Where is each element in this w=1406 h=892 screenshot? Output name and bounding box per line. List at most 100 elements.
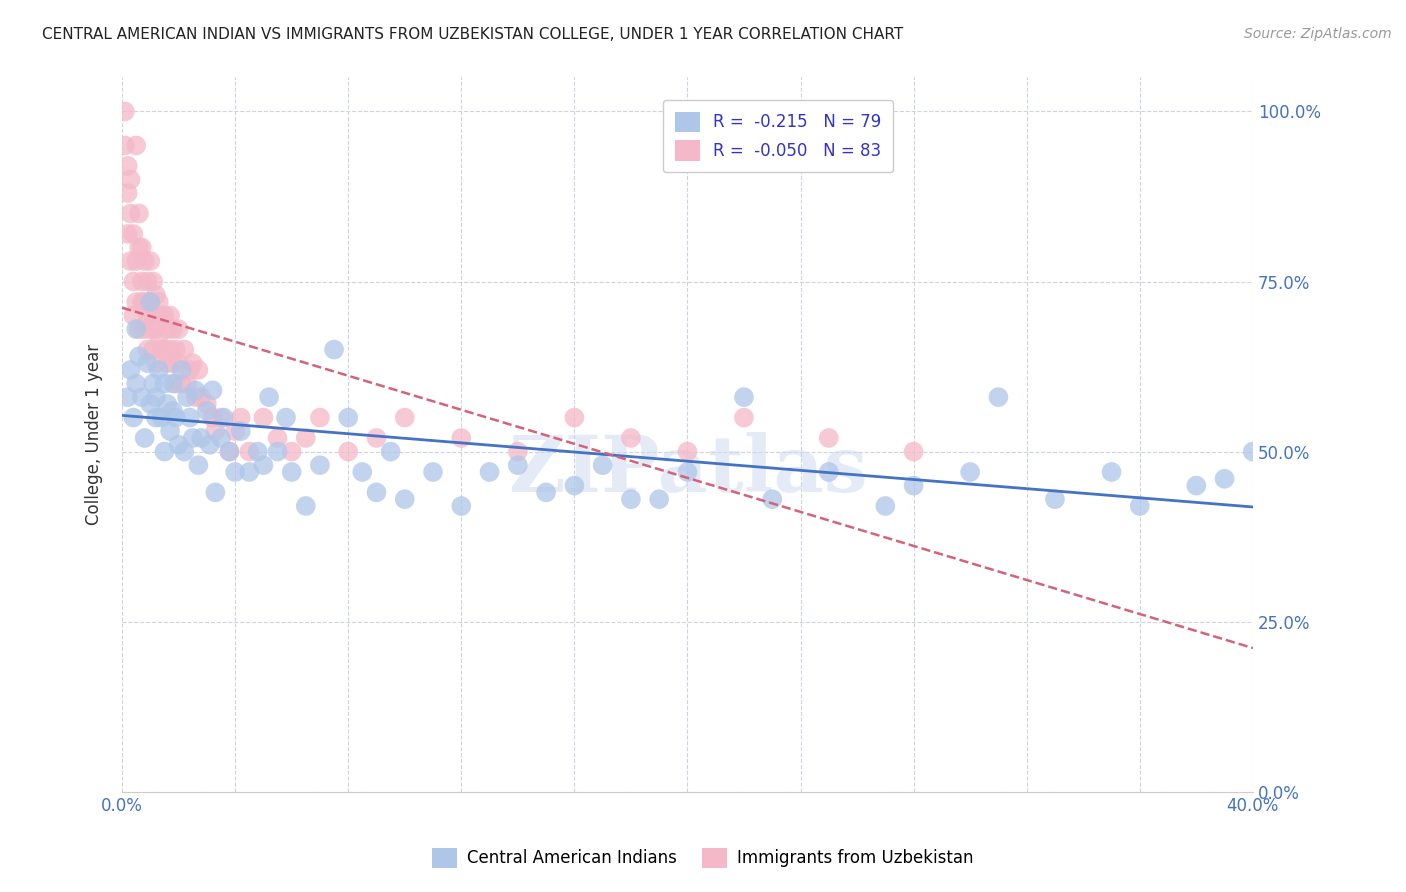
Point	[252, 458, 274, 473]
Point	[136, 275, 159, 289]
Point	[620, 431, 643, 445]
Point	[139, 254, 162, 268]
Point	[394, 410, 416, 425]
Point	[153, 309, 176, 323]
Point	[184, 384, 207, 398]
Legend: Central American Indians, Immigrants from Uzbekistan: Central American Indians, Immigrants fro…	[426, 841, 980, 875]
Point	[125, 294, 148, 309]
Point	[128, 206, 150, 220]
Point	[159, 343, 181, 357]
Point	[309, 410, 332, 425]
Point	[148, 329, 170, 343]
Point	[167, 322, 190, 336]
Point	[209, 410, 232, 425]
Point	[238, 465, 260, 479]
Point	[120, 254, 142, 268]
Point	[153, 343, 176, 357]
Point	[422, 465, 444, 479]
Point	[198, 438, 221, 452]
Point	[167, 356, 190, 370]
Point	[136, 356, 159, 370]
Point	[142, 275, 165, 289]
Point	[162, 376, 184, 391]
Point	[150, 410, 173, 425]
Point	[131, 275, 153, 289]
Point	[190, 390, 212, 404]
Point	[1241, 444, 1264, 458]
Point	[184, 390, 207, 404]
Point	[148, 294, 170, 309]
Point	[145, 356, 167, 370]
Point	[170, 376, 193, 391]
Point	[122, 309, 145, 323]
Point	[218, 444, 240, 458]
Point	[165, 376, 187, 391]
Point	[159, 424, 181, 438]
Point	[323, 343, 346, 357]
Point	[156, 322, 179, 336]
Point	[204, 424, 226, 438]
Point	[534, 485, 557, 500]
Point	[131, 240, 153, 254]
Point	[176, 390, 198, 404]
Point	[280, 465, 302, 479]
Point	[136, 309, 159, 323]
Point	[139, 397, 162, 411]
Point	[620, 492, 643, 507]
Point	[156, 397, 179, 411]
Point	[165, 343, 187, 357]
Point	[145, 410, 167, 425]
Point	[817, 431, 839, 445]
Point	[187, 458, 209, 473]
Point	[366, 485, 388, 500]
Point	[176, 376, 198, 391]
Point	[190, 431, 212, 445]
Point	[266, 431, 288, 445]
Legend: R =  -0.215   N = 79, R =  -0.050   N = 83: R = -0.215 N = 79, R = -0.050 N = 83	[664, 100, 893, 172]
Point	[280, 444, 302, 458]
Point	[450, 431, 472, 445]
Point	[120, 363, 142, 377]
Point	[238, 444, 260, 458]
Point	[125, 254, 148, 268]
Point	[394, 492, 416, 507]
Point	[676, 444, 699, 458]
Point	[134, 294, 156, 309]
Point	[122, 410, 145, 425]
Point	[380, 444, 402, 458]
Point	[114, 104, 136, 119]
Point	[167, 438, 190, 452]
Point	[903, 478, 925, 492]
Point	[122, 275, 145, 289]
Point	[204, 485, 226, 500]
Point	[170, 363, 193, 377]
Point	[224, 465, 246, 479]
Point	[274, 410, 297, 425]
Point	[117, 159, 139, 173]
Point	[142, 376, 165, 391]
Y-axis label: College, Under 1 year: College, Under 1 year	[86, 344, 103, 525]
Point	[817, 465, 839, 479]
Point	[153, 444, 176, 458]
Point	[257, 390, 280, 404]
Point	[195, 403, 218, 417]
Point	[506, 458, 529, 473]
Point	[201, 410, 224, 425]
Point	[159, 309, 181, 323]
Point	[209, 431, 232, 445]
Point	[162, 356, 184, 370]
Point	[125, 138, 148, 153]
Point	[294, 431, 316, 445]
Point	[134, 254, 156, 268]
Point	[153, 376, 176, 391]
Point	[120, 172, 142, 186]
Point	[187, 363, 209, 377]
Point	[1213, 472, 1236, 486]
Point	[648, 492, 671, 507]
Point	[592, 458, 614, 473]
Point	[181, 431, 204, 445]
Point	[337, 444, 360, 458]
Point	[195, 397, 218, 411]
Point	[150, 343, 173, 357]
Point	[218, 444, 240, 458]
